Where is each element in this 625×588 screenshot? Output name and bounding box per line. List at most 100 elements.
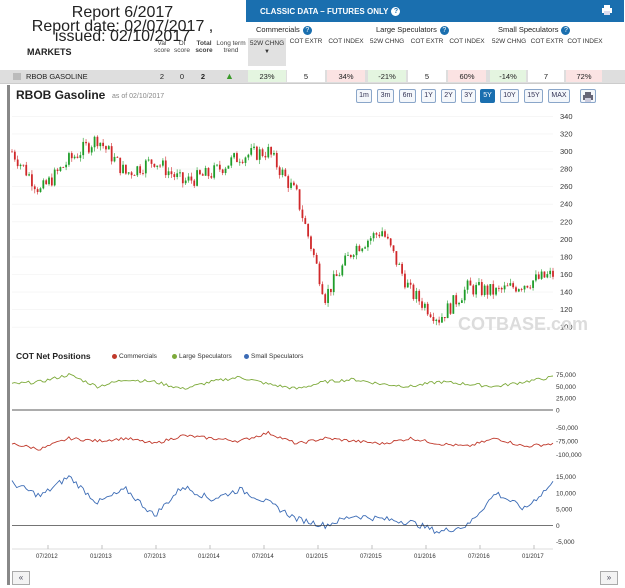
candle bbox=[204, 165, 207, 176]
col-commercials-index[interactable]: COT INDEX bbox=[328, 38, 364, 45]
market-name[interactable]: RBOB GASOLINE bbox=[26, 72, 88, 81]
candle bbox=[218, 160, 221, 173]
candle bbox=[159, 163, 161, 169]
cot-tick-label: 50,000 bbox=[556, 384, 576, 391]
legend-large-speculators[interactable]: Large Speculators bbox=[172, 353, 232, 360]
candle bbox=[355, 243, 358, 260]
candle bbox=[460, 298, 463, 304]
total-score: 2 bbox=[200, 72, 206, 81]
candle bbox=[19, 163, 22, 170]
legend-commercials[interactable]: Commercials bbox=[112, 353, 157, 360]
small-help-icon[interactable]: ? bbox=[561, 25, 571, 35]
candle bbox=[179, 169, 181, 177]
candle bbox=[483, 284, 486, 297]
candle bbox=[432, 312, 435, 324]
candle bbox=[36, 187, 39, 195]
candle bbox=[170, 167, 173, 179]
range-3y-button[interactable]: 3Y bbox=[461, 89, 476, 103]
range-1y-button[interactable]: 1Y bbox=[421, 89, 436, 103]
large-dot-icon bbox=[172, 353, 177, 359]
col-large-52w[interactable]: 52W CHNG bbox=[369, 38, 405, 45]
col-large-extr[interactable]: COT EXTR bbox=[410, 38, 444, 45]
candle bbox=[358, 244, 361, 252]
table-row[interactable]: RBOB GASOLINE 2 0 2 ▲ 23% 5 34% -21% 5 6… bbox=[0, 70, 625, 84]
oi-score-header: OI score bbox=[174, 40, 190, 54]
candle bbox=[520, 287, 523, 292]
candle bbox=[295, 183, 298, 191]
range-1m-button[interactable]: 1m bbox=[356, 89, 372, 103]
x-tick-label: 07/2013 bbox=[144, 554, 166, 560]
cot-tick-label: 0 bbox=[556, 523, 560, 530]
scroll-right-button[interactable]: » bbox=[600, 571, 618, 585]
candle bbox=[59, 166, 62, 172]
candle bbox=[156, 165, 159, 170]
help-icon[interactable]: ? bbox=[391, 7, 401, 17]
candle bbox=[386, 233, 389, 240]
candle bbox=[238, 158, 241, 166]
candle bbox=[307, 223, 310, 239]
report-date: Report date: 02/07/2017 , bbox=[31, 18, 214, 35]
markets-header: MARKETS bbox=[27, 47, 72, 57]
price-tick-label: 160 bbox=[560, 270, 573, 279]
commercials-dot-icon bbox=[112, 353, 117, 359]
candle bbox=[335, 270, 338, 277]
range-15y-button[interactable]: 15Y bbox=[524, 89, 543, 103]
candle bbox=[472, 284, 475, 297]
col-small-index[interactable]: COT INDEX bbox=[567, 38, 603, 45]
val-score: 2 bbox=[159, 72, 165, 81]
candle bbox=[503, 281, 506, 293]
candle bbox=[267, 143, 270, 159]
commercials-help-icon[interactable]: ? bbox=[302, 25, 312, 35]
total-score-header: Total score bbox=[195, 40, 213, 54]
range-2y-button[interactable]: 2Y bbox=[441, 89, 456, 103]
candle bbox=[412, 283, 415, 301]
candle bbox=[45, 178, 48, 185]
candle bbox=[535, 270, 537, 283]
candle bbox=[406, 279, 409, 288]
col-small-extr[interactable]: COT EXTR bbox=[530, 38, 564, 45]
candle bbox=[429, 312, 432, 319]
price-tick-label: 220 bbox=[560, 217, 573, 226]
printer-icon[interactable] bbox=[602, 5, 612, 15]
price-tick-label: 140 bbox=[560, 288, 573, 297]
range-5y-button[interactable]: 5Y bbox=[480, 89, 495, 103]
candle bbox=[475, 282, 478, 298]
candle bbox=[184, 177, 187, 185]
col-commercials-52w[interactable]: 52W CHNG ▼ bbox=[248, 38, 286, 66]
range-3m-button[interactable]: 3m bbox=[377, 89, 394, 103]
range-6m-button[interactable]: 6m bbox=[399, 89, 416, 103]
candle bbox=[361, 247, 364, 253]
candle bbox=[526, 285, 529, 289]
candle bbox=[31, 170, 33, 191]
cell-large-index: 60% bbox=[448, 70, 486, 82]
candle bbox=[62, 166, 65, 168]
candle bbox=[227, 165, 230, 169]
price-tick-label: 180 bbox=[560, 252, 573, 261]
scroll-left-button[interactable]: « bbox=[12, 571, 30, 585]
price-tick-label: 260 bbox=[560, 182, 573, 191]
range-10y-button[interactable]: 10Y bbox=[500, 89, 519, 103]
candle bbox=[65, 161, 67, 171]
candle bbox=[312, 248, 315, 258]
small-dot-icon bbox=[244, 353, 249, 359]
large-help-icon[interactable]: ? bbox=[439, 25, 449, 35]
col-large-index[interactable]: COT INDEX bbox=[449, 38, 485, 45]
x-tick-label: 01/2017 bbox=[522, 554, 544, 560]
legend-small-speculators[interactable]: Small Speculators bbox=[244, 353, 303, 360]
expand-icon[interactable] bbox=[13, 73, 21, 80]
group-headers: Commercials? Large Speculators? Small Sp… bbox=[246, 22, 624, 38]
candle bbox=[517, 288, 520, 293]
col-commercials-extr[interactable]: COT EXTR bbox=[289, 38, 323, 45]
range-max-button[interactable]: MAX bbox=[548, 89, 570, 103]
watermark: COTBASE.com bbox=[458, 314, 588, 334]
candle bbox=[201, 172, 204, 176]
cell-small-index: 72% bbox=[566, 70, 602, 82]
candle bbox=[415, 287, 418, 303]
candle bbox=[270, 146, 273, 158]
group-commercials: Commercials bbox=[256, 25, 300, 34]
candle bbox=[529, 284, 532, 290]
price-tick-label: 120 bbox=[560, 305, 573, 314]
chart-print-button[interactable] bbox=[580, 89, 596, 103]
candle bbox=[105, 145, 107, 153]
col-small-52w[interactable]: 52W CHNG bbox=[491, 38, 527, 45]
